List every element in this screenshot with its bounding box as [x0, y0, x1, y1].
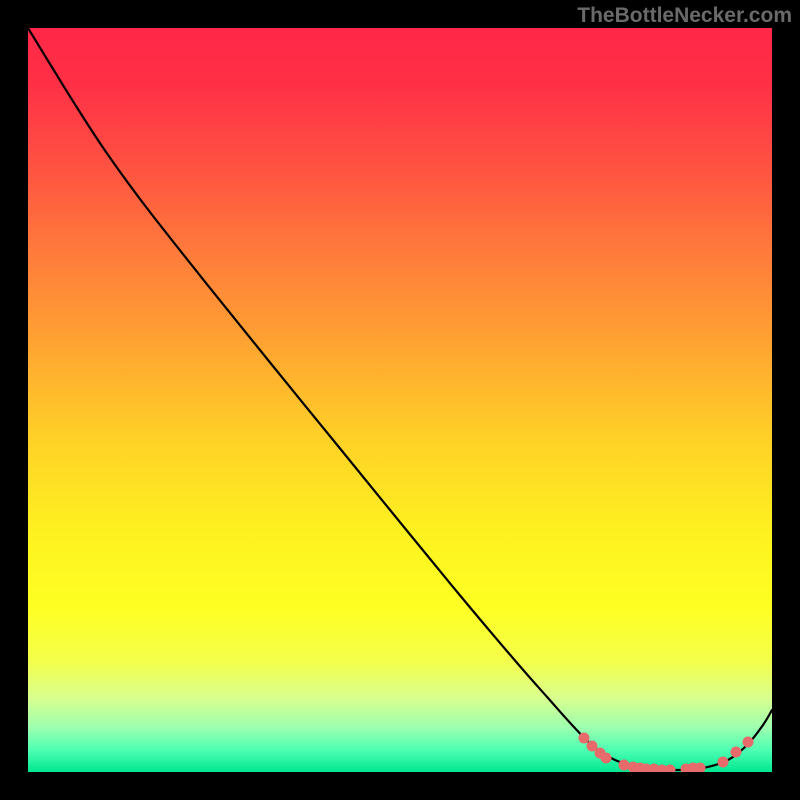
curve-layer [28, 28, 772, 772]
marker-group [579, 733, 754, 773]
watermark-text: TheBottleNecker.com [577, 4, 792, 28]
marker-point [601, 753, 612, 764]
marker-point [743, 737, 754, 748]
marker-point [579, 733, 590, 744]
marker-point [731, 747, 742, 758]
main-curve [28, 28, 772, 770]
marker-point [718, 757, 729, 768]
chart-container [28, 28, 772, 772]
marker-point [665, 765, 676, 773]
